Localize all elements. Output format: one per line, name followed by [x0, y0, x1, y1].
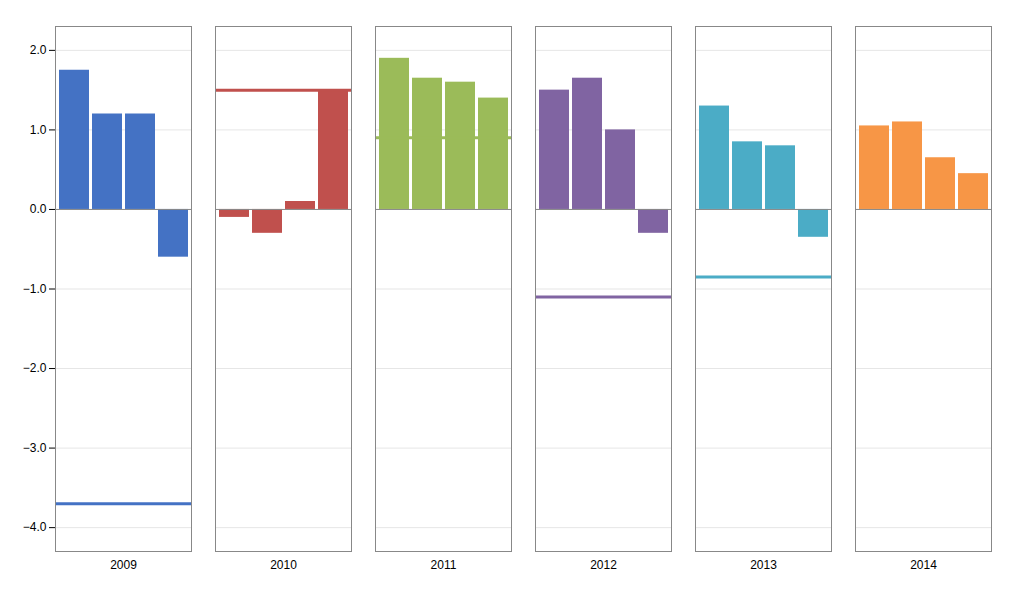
svg-text:−2.0: −2.0 [23, 361, 47, 375]
svg-text:2013: 2013 [750, 558, 777, 572]
svg-text:2012: 2012 [590, 558, 617, 572]
svg-text:2014: 2014 [910, 558, 937, 572]
svg-text:0.0: 0.0 [30, 202, 47, 216]
svg-text:1.0: 1.0 [30, 123, 47, 137]
svg-text:2009: 2009 [110, 558, 137, 572]
svg-text:−1.0: −1.0 [23, 282, 47, 296]
svg-text:2010: 2010 [270, 558, 297, 572]
svg-text:−4.0: −4.0 [23, 520, 47, 534]
svg-text:−3.0: −3.0 [23, 441, 47, 455]
svg-text:2.0: 2.0 [30, 43, 47, 57]
svg-text:2011: 2011 [431, 558, 457, 572]
